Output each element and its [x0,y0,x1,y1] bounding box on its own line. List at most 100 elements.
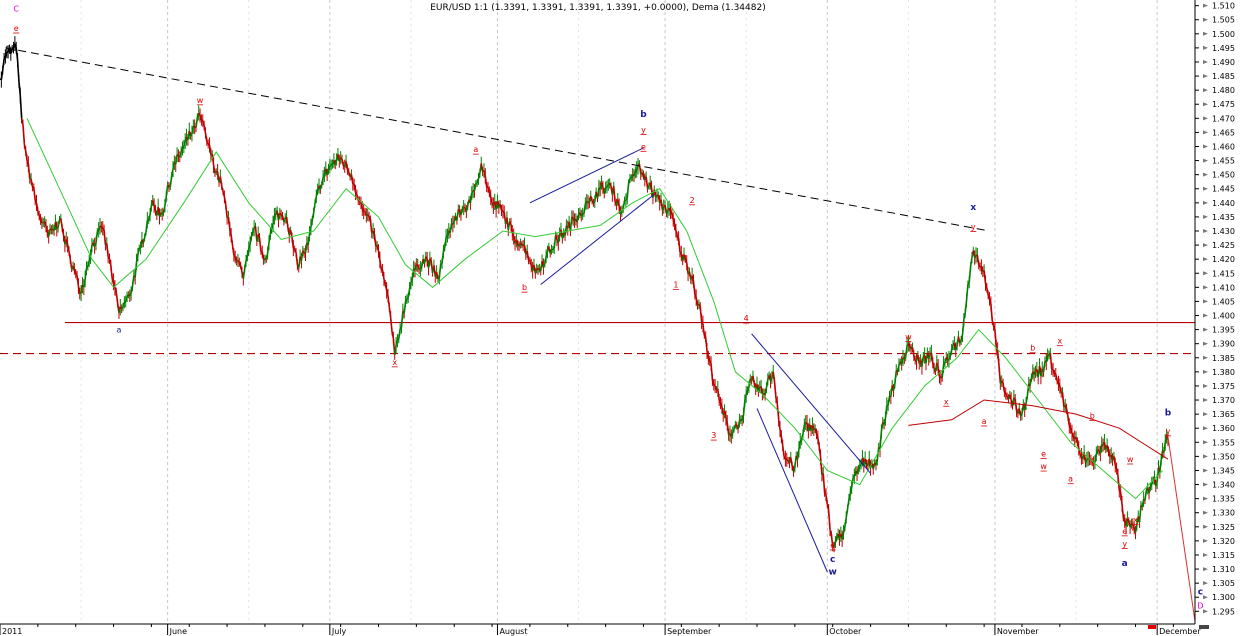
y-tick-label: 1.385 [1212,354,1235,363]
y-tick-label: 1.295 [1212,607,1235,616]
channel-line [529,147,644,204]
y-tick-marker [1203,45,1208,50]
wave-label: w [905,332,912,341]
y-tick-marker [1203,116,1208,121]
wave-label: a [117,325,122,334]
y-tick-marker [1203,130,1208,135]
wave-label: a [1068,475,1073,484]
wave-label: w [829,568,837,578]
y-tick-label: 1.475 [1212,100,1235,109]
wave-label: 4 [744,314,749,323]
y-tick-label: 1.320 [1212,537,1235,546]
wave-label: e [14,24,19,33]
y-tick-label: 1.500 [1212,30,1235,39]
y-tick-marker [1203,144,1208,149]
wave-label: x [970,203,976,213]
wave-label: 2 [690,196,695,205]
wave-label: c [830,555,835,565]
wave-label: C [13,4,19,13]
y-tick-label: 1.330 [1212,509,1235,518]
wave-label: b [1030,344,1035,353]
y-tick-label: 1.300 [1212,593,1235,602]
y-tick-marker [1203,327,1208,332]
wave-label: a [1122,559,1128,569]
scroll-marker [1199,625,1209,629]
y-tick-marker [1203,482,1208,487]
y-tick-label: 1.345 [1212,466,1235,475]
y-tick-label: 1.440 [1212,199,1235,208]
wave-label: a [473,145,478,154]
y-tick-label: 1.430 [1212,227,1235,236]
y-tick-label: 1.410 [1212,283,1235,292]
y-tick-marker [1203,172,1208,177]
x-tick-label: November [997,627,1039,636]
y-tick-label: 1.485 [1212,72,1235,81]
x-tick-label: September [667,627,712,636]
y-tick-marker [1203,17,1208,22]
y-tick-marker [1203,88,1208,93]
y-tick-marker [1203,341,1208,346]
y-tick-label: 1.465 [1212,128,1235,137]
y-tick-label: 1.405 [1212,297,1235,306]
wave-label: x [1133,516,1138,525]
y-tick-label: 1.505 [1212,16,1235,25]
y-tick-label: 1.415 [1212,269,1235,278]
x-tick-label: October [829,627,862,636]
wave-label: e [1041,449,1046,458]
wave-label: y [971,223,976,232]
price-series [0,36,1169,553]
y-tick-marker [1203,200,1208,205]
dema-line [26,118,1163,500]
y-tick-marker [1203,524,1208,529]
wave-label: e [830,541,835,550]
x-tick-label: June [169,627,188,636]
y-tick-marker [1203,468,1208,473]
trendline-line [5,47,990,232]
y-tick-marker [1203,102,1208,107]
y-tick-marker [1203,299,1208,304]
y-tick-marker [1203,609,1208,614]
y-tick-marker [1203,355,1208,360]
long_ma-line [908,399,1169,460]
y-tick-label: 1.340 [1212,481,1235,490]
y-tick-label: 1.470 [1212,114,1235,123]
y-tick-marker [1203,398,1208,403]
channel-line [756,408,828,573]
y-tick-marker [1203,31,1208,36]
y-tick-label: 1.480 [1212,86,1235,95]
x-tick-label: August [499,627,527,636]
grid [80,0,1158,624]
y-tick-label: 1.395 [1212,326,1235,335]
y-tick-marker [1203,257,1208,262]
y-tick-marker [1203,3,1208,8]
y-tick-marker [1203,383,1208,388]
y-tick-marker [1203,552,1208,557]
y-tick-label: 1.455 [1212,157,1235,166]
wave-label: b [1165,409,1172,419]
y-tick-marker [1203,496,1208,501]
projection-line [1167,436,1196,622]
y-tick-marker [1203,426,1208,431]
x-tick-label: 2011 [2,627,22,636]
y-tick-label: 1.350 [1212,452,1235,461]
y-tick-marker [1203,412,1208,417]
y-tick-label: 1.450 [1212,171,1235,180]
y-tick-label: 1.435 [1212,213,1235,222]
wave-label: w [197,96,204,105]
y-tick-marker [1203,186,1208,191]
y-tick-label: 1.420 [1212,255,1235,264]
y-tick-label: 1.375 [1212,382,1235,391]
y-tick-marker [1203,285,1208,290]
y-tick-marker [1203,567,1208,572]
y-tick-label: 1.400 [1212,312,1235,321]
wave-label: a [982,417,987,426]
wave-label: c [1198,587,1203,597]
y-tick-label: 1.360 [1212,424,1235,433]
y-tick-label: 1.510 [1212,2,1235,11]
y-tick-marker [1203,229,1208,234]
y-tick-label: 1.370 [1212,396,1235,405]
y-tick-label: 1.335 [1212,495,1235,504]
wave-label: b [1090,411,1095,420]
